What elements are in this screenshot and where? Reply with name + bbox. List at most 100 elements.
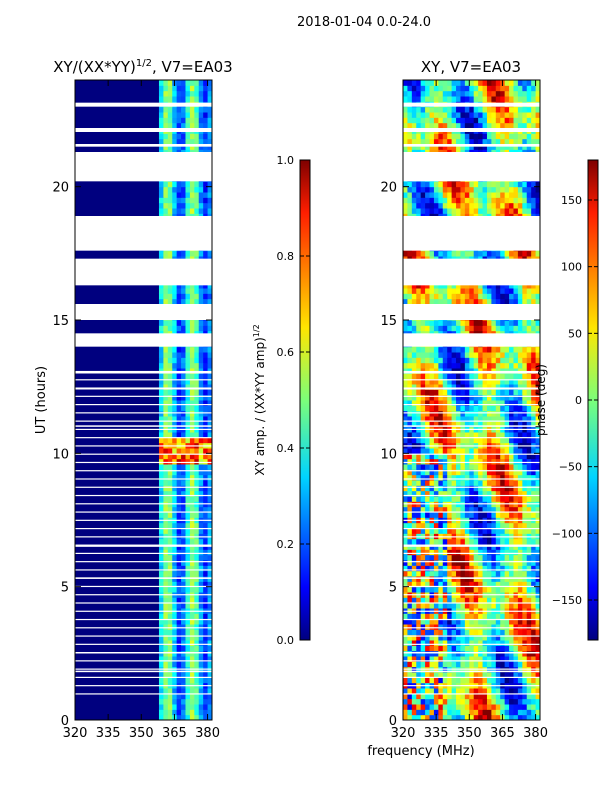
heatmap-cell [207,352,212,358]
heatmap-cell [198,357,204,364]
heatmap-cell [163,693,169,700]
heatmap-cell [460,474,466,481]
heatmap-cell [438,538,444,545]
heatmap-cell [447,538,453,545]
heatmap-cell [509,469,514,476]
heatmap-cell [172,400,178,406]
heatmap-cell [486,704,492,710]
heatmap-cell [447,650,453,657]
heatmap-cell [517,485,523,492]
heatmap-cell [504,490,510,497]
heatmap-cell [469,362,475,369]
heatmap-cell [429,197,435,204]
heatmap-cell [158,469,164,476]
heatmap-cell [167,410,173,417]
heatmap-cell [433,202,439,209]
heatmap-cell [504,522,510,529]
heatmap-cell [429,624,435,630]
heatmap-cell [526,197,532,204]
heatmap-cell [158,85,164,92]
heatmap-cell [163,597,169,604]
heatmap-cell [464,538,470,545]
heatmap-cell [495,512,501,518]
heatmap-cell [207,181,212,188]
heatmap-cell [491,138,497,145]
heatmap-cell [495,288,501,294]
heatmap-cell [189,122,195,129]
heatmap-cell [429,480,435,486]
heatmap-cell [491,389,497,396]
heatmap-cell [535,400,540,406]
heatmap-cell [482,208,488,214]
heatmap-cell [207,672,212,678]
heatmap-cell [486,576,492,582]
heatmap-cell [451,416,457,422]
heatmap-cell [495,400,501,406]
heatmap-cell [517,453,523,460]
heatmap-cell [460,490,466,497]
heatmap-cell [535,693,540,700]
heatmap-cell [194,197,200,204]
heatmap-cell [176,389,182,396]
heatmap-cell [163,586,169,593]
heatmap-cell [478,645,484,652]
heatmap-cell [517,688,523,694]
heatmap-cell [495,576,501,582]
heatmap-cell [495,618,501,625]
heatmap-cell [207,528,212,534]
heatmap-cell [207,490,212,497]
heatmap-cell [158,677,164,684]
heatmap-cell [185,181,191,188]
heatmap-cell [407,368,413,374]
heatmap-cell [203,640,209,646]
heatmap-cell [531,410,537,417]
heatmap-cell [513,298,519,305]
heatmap-cell [491,282,497,289]
heatmap-cell [486,650,492,657]
heatmap-cell [531,400,537,406]
heatmap-cell [167,117,173,124]
heatmap-cell [469,405,475,412]
heatmap-cell [163,421,169,428]
heatmap-cell [442,282,448,289]
heatmap-cell [442,506,448,513]
heatmap-cell [442,522,448,529]
heatmap-cell [535,453,540,460]
heatmap-cell [181,576,186,582]
heatmap-cell [198,677,204,684]
heatmap-cell [158,122,164,129]
heatmap-cell [531,469,537,476]
heatmap-cell [504,362,510,369]
heatmap-cell [403,554,408,561]
heatmap-cell [442,362,448,369]
heatmap-cell [526,357,532,364]
heatmap-cell [181,544,186,550]
heatmap-cell [531,357,537,364]
heatmap-cell [433,533,439,540]
heatmap-cell [482,602,488,609]
heatmap-cell [522,544,528,550]
heatmap-cell [194,282,200,289]
heatmap-cell [513,528,519,534]
heatmap-cell [460,485,466,492]
heatmap-cell [486,282,492,289]
heatmap-cell [189,629,195,636]
heatmap-cell [522,576,528,582]
heatmap-cell [163,197,169,204]
heatmap-cell [176,80,182,86]
heatmap-cell [495,405,501,412]
heatmap-cell [491,197,497,204]
heatmap-cell [500,250,506,257]
heatmap-cell [438,453,444,460]
heatmap-cell [429,186,435,193]
heatmap-cell [447,485,453,492]
heatmap-cell [460,650,466,657]
heatmap-cell [460,410,466,417]
heatmap-cell [429,368,435,374]
heatmap-cell [176,282,182,289]
heatmap-cell [185,565,191,572]
heatmap-cell [456,208,461,214]
heatmap-cell [185,469,191,476]
heatmap-cell [194,586,200,593]
heatmap-cell [416,624,422,630]
